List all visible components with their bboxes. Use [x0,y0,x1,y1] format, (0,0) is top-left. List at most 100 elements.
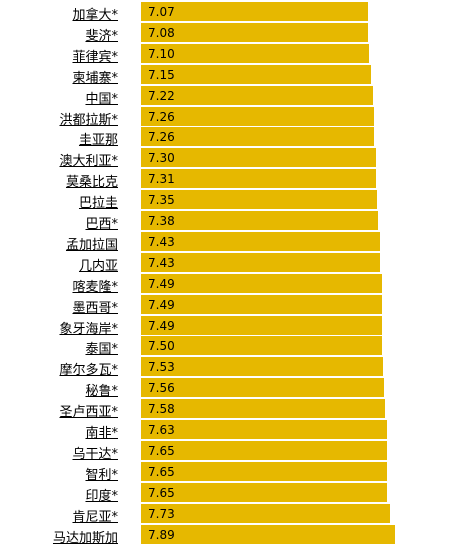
category-label[interactable]: 几内亚 [78,258,118,274]
chart-row: 智利* 7.65 [0,461,466,483]
value-label: 7.53 [148,360,175,375]
category-label[interactable]: 南非* [85,426,118,441]
value-label: 7.65 [148,443,175,458]
value-label: 7.73 [148,506,175,521]
value-label: 7.07 [148,5,175,19]
value-label: 7.38 [148,214,175,228]
bar [141,169,376,189]
value-label: 7.50 [148,339,175,354]
value-label: 7.89 [148,527,175,542]
value-label: 7.22 [148,88,175,103]
bar [141,231,380,251]
bar [141,2,368,21]
value-label: 7.35 [148,193,175,208]
bar [141,273,382,293]
bar [141,420,387,439]
category-label[interactable]: 巴拉圭 [78,196,118,212]
value-label: 7.15 [148,67,175,82]
category-label[interactable]: 墨西哥* [72,300,118,316]
bar [141,22,369,42]
bar [141,524,396,544]
value-label: 7.08 [148,25,175,40]
category-label[interactable]: 孟加拉国 [65,237,118,253]
chart-row: 菲律宾* 7.10 [0,43,466,65]
category-label[interactable]: 泰国* [85,342,118,358]
chart-row: 圣卢西亚* 7.58 [0,399,466,420]
category-label[interactable]: 乌干达* [72,446,118,462]
chart-row: 柬埔寨* 7.15 [0,64,466,86]
category-label[interactable]: 圣卢西亚* [59,405,118,421]
value-label: 7.26 [148,130,175,145]
value-label: 7.43 [148,234,175,249]
chart-row: 肯尼亚* 7.73 [0,503,466,525]
category-label[interactable]: 莫桑比克 [65,175,118,191]
category-label[interactable]: 秘鲁* [85,384,118,400]
chart-row: 南非* 7.63 [0,420,466,441]
category-label[interactable]: 洪都拉斯* [59,112,118,128]
bar [141,85,373,105]
bar [141,315,382,335]
chart-row: 几内亚 7.43 [0,252,466,274]
chart-row: 巴拉圭 7.35 [0,190,466,211]
chart-row: 莫桑比克 7.31 [0,169,466,190]
bar [141,148,376,168]
category-label[interactable]: 摩尔多瓦* [59,363,118,379]
category-label[interactable]: 菲律宾* [72,49,118,65]
bar [141,211,379,230]
chart-row: 摩尔多瓦* 7.53 [0,357,466,378]
chart-row: 斐济* 7.08 [0,22,466,44]
bar [141,106,375,126]
bar [141,336,383,356]
value-label: 7.30 [148,151,175,166]
chart-row: 洪都拉斯* 7.26 [0,106,466,128]
chart-row: 中国* 7.22 [0,85,466,107]
category-label[interactable]: 加拿大* [72,8,118,23]
bar [141,461,388,481]
category-label[interactable]: 斐济* [85,28,118,44]
bar [141,378,385,398]
value-label: 7.65 [148,485,175,500]
value-label: 7.49 [148,318,175,333]
category-label[interactable]: 智利* [85,467,118,483]
category-label[interactable]: 巴西* [85,217,118,232]
value-label: 7.63 [148,423,175,437]
category-label[interactable]: 肯尼亚* [72,509,118,525]
value-label: 7.58 [148,402,175,417]
value-label: 7.10 [148,46,175,61]
bar [141,190,378,210]
bar [141,440,388,460]
category-label[interactable]: 印度* [85,488,118,504]
chart-row: 喀麦隆* 7.49 [0,273,466,295]
chart-row: 澳大利亚* 7.30 [0,148,466,169]
value-label: 7.31 [148,172,175,187]
chart-row: 乌干达* 7.65 [0,440,466,462]
chart-row: 加拿大* 7.07 [0,2,466,23]
bar [141,482,388,502]
chart-row: 象牙海岸* 7.49 [0,315,466,337]
bar [141,294,382,314]
value-label: 7.49 [148,276,175,291]
category-label[interactable]: 象牙海岸* [59,321,118,337]
bar [141,127,375,147]
value-label: 7.43 [148,255,175,270]
bar [141,503,390,523]
category-label[interactable]: 澳大利亚* [59,154,118,170]
chart-row: 墨西哥* 7.49 [0,294,466,316]
chart-row: 孟加拉国 7.43 [0,231,466,253]
category-label[interactable]: 喀麦隆* [72,279,118,295]
bar [141,357,384,377]
value-label: 7.56 [148,381,175,396]
value-label: 7.26 [148,109,175,124]
chart-row: 印度* 7.65 [0,482,466,504]
bar [141,64,371,84]
category-label[interactable]: 柬埔寨* [72,70,118,86]
value-label: 7.65 [148,464,175,479]
category-label[interactable]: 马达加斯加 [52,530,118,546]
bar [141,399,385,419]
value-label: 7.49 [148,297,175,312]
chart-row: 马达加斯加 7.89 [0,524,466,546]
category-label[interactable]: 圭亚那 [78,133,118,149]
category-label[interactable]: 中国* [85,91,118,107]
chart-row: 圭亚那 7.26 [0,127,466,148]
